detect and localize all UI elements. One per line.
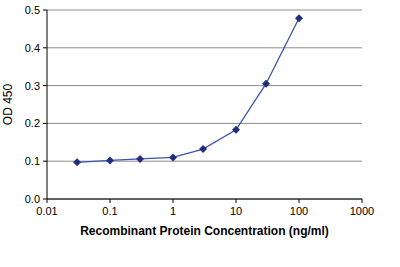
- x-tick: [236, 199, 237, 203]
- x-tick: [299, 199, 300, 203]
- x-tick-label: 100: [290, 205, 308, 217]
- x-tick-label: 1: [170, 205, 176, 217]
- x-tick-label: 0.1: [102, 205, 117, 217]
- x-tick-label: 1000: [350, 205, 374, 217]
- x-axis-title: Recombinant Protein Concentration (ng/ml…: [80, 224, 329, 238]
- y-tick: [43, 123, 47, 124]
- y-tick: [43, 161, 47, 162]
- x-axis: [47, 199, 362, 200]
- grid-line: [47, 123, 362, 124]
- y-tick: [43, 10, 47, 11]
- data-point: [199, 145, 207, 153]
- data-point: [169, 153, 177, 161]
- x-tick: [47, 199, 48, 203]
- y-tick: [43, 199, 47, 200]
- y-tick-label: 0.1: [25, 155, 40, 167]
- data-point: [232, 126, 240, 134]
- x-tick: [362, 199, 363, 203]
- y-tick-label: 0.3: [25, 80, 40, 92]
- data-point: [73, 158, 81, 166]
- x-tick-label: 10: [230, 205, 242, 217]
- data-point: [136, 155, 144, 163]
- y-tick: [43, 47, 47, 48]
- x-tick-label: 0.01: [36, 205, 57, 217]
- grid-line: [47, 47, 362, 48]
- y-tick-label: 0.5: [25, 4, 40, 16]
- y-tick: [43, 85, 47, 86]
- x-tick: [110, 199, 111, 203]
- y-axis-title: OD 450: [1, 83, 15, 125]
- x-tick: [173, 199, 174, 203]
- y-axis: [47, 10, 48, 199]
- grid-line: [47, 85, 362, 86]
- data-line: [77, 18, 299, 162]
- y-tick-label: 0.2: [25, 117, 40, 129]
- data-point: [295, 14, 303, 22]
- plot-area: [73, 14, 303, 166]
- data-point: [262, 80, 270, 88]
- grid-line: [47, 10, 362, 11]
- grid-line: [47, 199, 362, 200]
- y-tick-label: 0.4: [25, 42, 40, 54]
- data-point: [106, 156, 114, 164]
- y-tick-label: 0.0: [25, 193, 40, 205]
- chart: 0.0 0.1 0.2 0.3 0.4 0.5 0.01 0.1 1 10 100 1000 Recom…: [0, 0, 400, 267]
